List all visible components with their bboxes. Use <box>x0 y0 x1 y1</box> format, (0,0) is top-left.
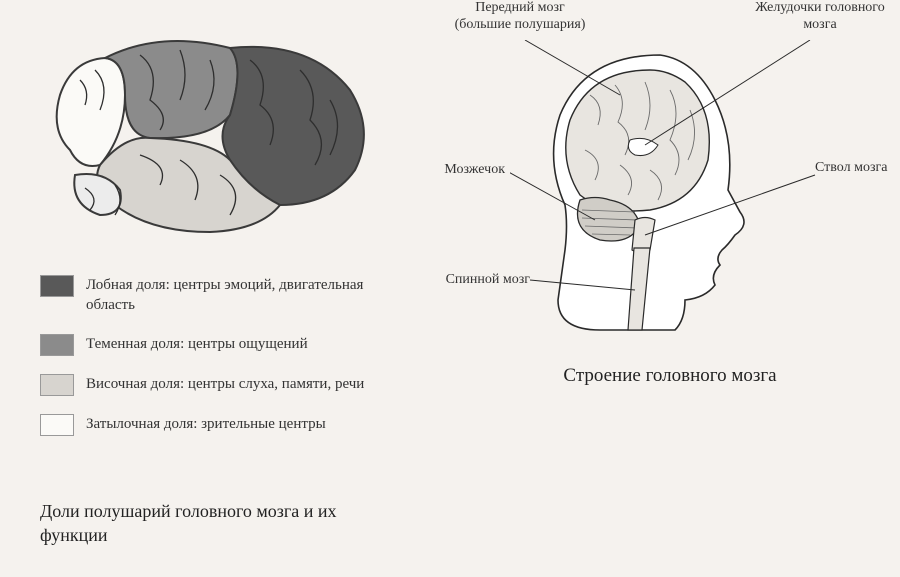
left-title: Доли полушарий головного мозга и их функ… <box>40 500 400 547</box>
legend-item-parietal: Теменная доля: центры ощущений <box>40 334 400 356</box>
right-panel: Передний мозг (большие полушария) Желудо… <box>420 0 900 577</box>
label-cerebellum: Мозжечок <box>425 162 505 179</box>
legend-label-frontal: Лобная доля: центры эмоций, двигательная… <box>86 275 400 316</box>
legend-item-frontal: Лобная доля: центры эмоций, двигательная… <box>40 275 400 316</box>
legend: Лобная доля: центры эмоций, двигательная… <box>40 275 400 454</box>
swatch-temporal <box>40 374 74 396</box>
legend-item-occipital: Затылочная доля: зрительные центры <box>40 414 400 436</box>
label-forebrain: Передний мозг (большие полушария) <box>450 0 590 34</box>
legend-label-occipital: Затылочная доля: зрительные центры <box>86 414 326 434</box>
swatch-frontal <box>40 275 74 297</box>
swatch-parietal <box>40 334 74 356</box>
right-title: Строение головного мозга <box>480 365 860 387</box>
label-ventricles: Желудочки головного мозга <box>750 0 890 34</box>
label-brainstem: Ствол мозга <box>815 160 895 177</box>
brain-lobes-diagram <box>30 20 390 260</box>
parietal-lobe <box>105 41 238 138</box>
legend-label-parietal: Теменная доля: центры ощущений <box>86 334 308 354</box>
legend-item-temporal: Височная доля: центры слуха, памяти, реч… <box>40 374 400 396</box>
legend-label-temporal: Височная доля: центры слуха, памяти, реч… <box>86 374 364 394</box>
head-profile-diagram <box>510 40 820 340</box>
swatch-occipital <box>40 414 74 436</box>
left-panel: Лобная доля: центры эмоций, двигательная… <box>0 0 420 577</box>
